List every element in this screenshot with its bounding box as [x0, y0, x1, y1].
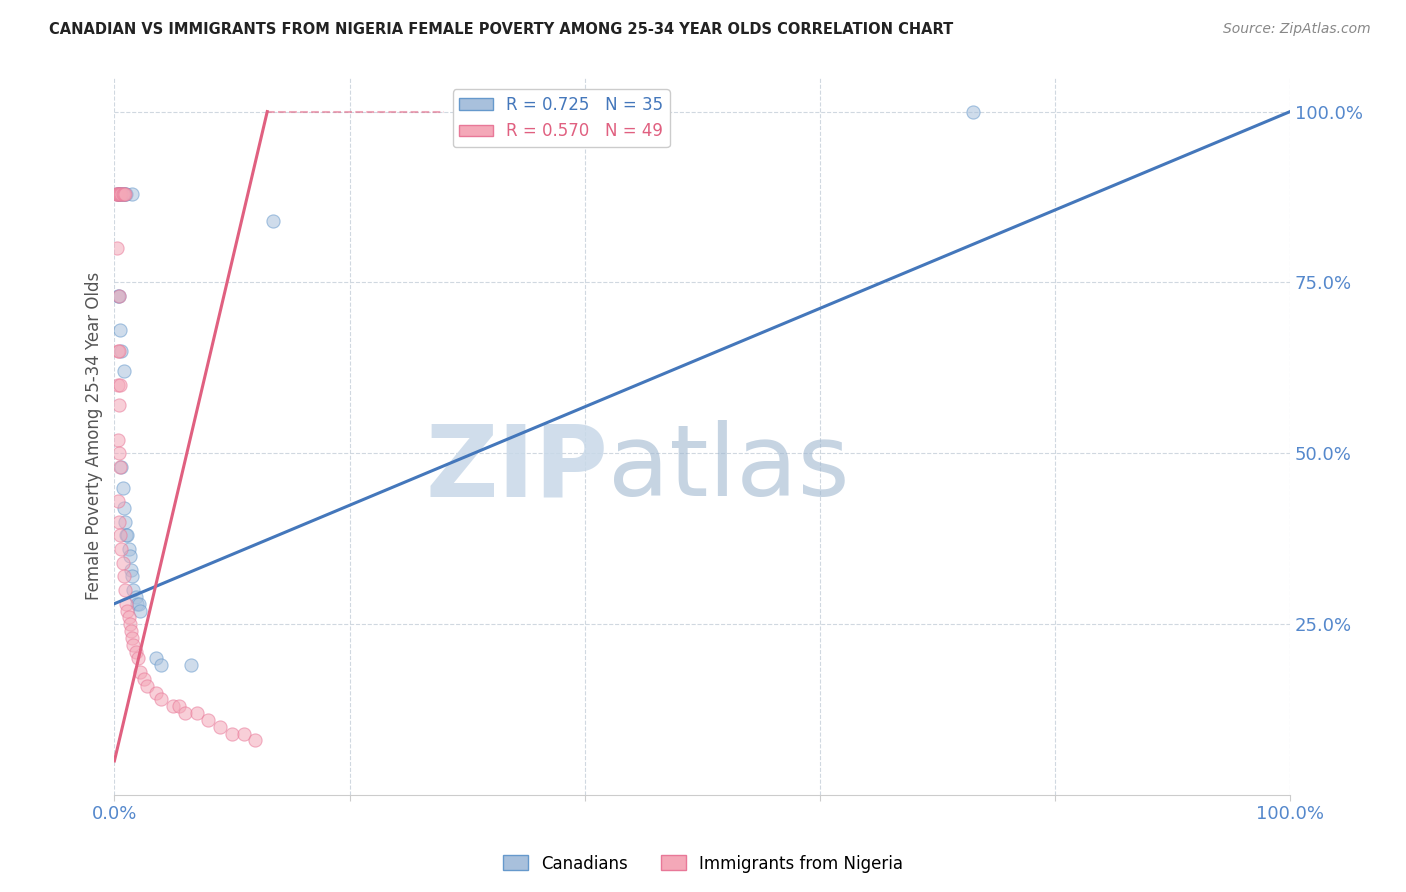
Point	[136, 679, 159, 693]
Point	[112, 501, 135, 516]
Text: atlas: atlas	[609, 420, 849, 517]
Point	[145, 685, 167, 699]
Point	[197, 713, 219, 727]
Point	[108, 186, 131, 201]
Point	[245, 733, 267, 747]
Point	[120, 562, 142, 576]
Point	[108, 186, 131, 201]
Point	[117, 528, 139, 542]
Point	[104, 186, 127, 201]
Point	[111, 481, 134, 495]
Point	[107, 289, 129, 303]
Point	[132, 672, 155, 686]
Point	[120, 624, 142, 638]
Point	[107, 186, 129, 201]
Point	[121, 569, 143, 583]
Point	[108, 446, 131, 460]
Point	[107, 186, 129, 201]
Point	[129, 603, 152, 617]
Point	[232, 726, 254, 740]
Point	[118, 549, 141, 563]
Point	[121, 186, 143, 201]
Point	[112, 186, 135, 201]
Point	[150, 692, 173, 706]
Point	[110, 323, 132, 337]
Point	[145, 651, 167, 665]
Point	[110, 378, 132, 392]
Point	[128, 597, 150, 611]
Point	[110, 528, 132, 542]
Point	[108, 399, 131, 413]
Point	[115, 597, 138, 611]
Point	[117, 541, 139, 556]
Point	[114, 582, 136, 597]
Text: ZIP: ZIP	[425, 420, 609, 517]
Point	[124, 644, 146, 658]
Point	[105, 186, 128, 201]
Point	[114, 186, 136, 201]
Point	[112, 186, 135, 201]
Point	[110, 460, 132, 475]
Point	[112, 364, 135, 378]
Point	[111, 186, 134, 201]
Point	[110, 186, 132, 201]
Point	[122, 582, 145, 597]
Point	[162, 699, 184, 714]
Point	[108, 343, 131, 358]
Point	[186, 706, 208, 720]
Point	[114, 186, 136, 201]
Point	[127, 651, 149, 665]
Point	[124, 590, 146, 604]
Point	[108, 289, 131, 303]
Point	[111, 556, 134, 570]
Point	[107, 343, 129, 358]
Point	[117, 610, 139, 624]
Text: Source: ZipAtlas.com: Source: ZipAtlas.com	[1223, 22, 1371, 37]
Point	[221, 726, 243, 740]
Point	[209, 720, 232, 734]
Point	[121, 631, 143, 645]
Point	[108, 515, 131, 529]
Point	[125, 597, 148, 611]
Point	[122, 638, 145, 652]
Point	[107, 378, 129, 392]
Point	[114, 515, 136, 529]
Point	[105, 241, 128, 255]
Point	[167, 699, 190, 714]
Point	[111, 186, 134, 201]
Point	[180, 658, 202, 673]
Point	[129, 665, 152, 679]
Point	[117, 603, 139, 617]
Point	[108, 289, 131, 303]
Point	[174, 706, 197, 720]
Legend: Canadians, Immigrants from Nigeria: Canadians, Immigrants from Nigeria	[496, 848, 910, 880]
Point	[962, 104, 984, 119]
Point	[107, 494, 129, 508]
Point	[115, 528, 138, 542]
Point	[110, 186, 132, 201]
Point	[107, 433, 129, 447]
Legend: R = 0.725   N = 35, R = 0.570   N = 49: R = 0.725 N = 35, R = 0.570 N = 49	[453, 89, 669, 147]
Y-axis label: Female Poverty Among 25-34 Year Olds: Female Poverty Among 25-34 Year Olds	[86, 272, 103, 600]
Point	[110, 186, 132, 201]
Point	[110, 460, 132, 475]
Point	[110, 186, 132, 201]
Point	[150, 658, 173, 673]
Point	[115, 186, 138, 201]
Point	[118, 617, 141, 632]
Point	[110, 541, 132, 556]
Text: CANADIAN VS IMMIGRANTS FROM NIGERIA FEMALE POVERTY AMONG 25-34 YEAR OLDS CORRELA: CANADIAN VS IMMIGRANTS FROM NIGERIA FEMA…	[49, 22, 953, 37]
Point	[112, 569, 135, 583]
Point	[105, 186, 128, 201]
Point	[110, 343, 132, 358]
Point	[262, 214, 284, 228]
